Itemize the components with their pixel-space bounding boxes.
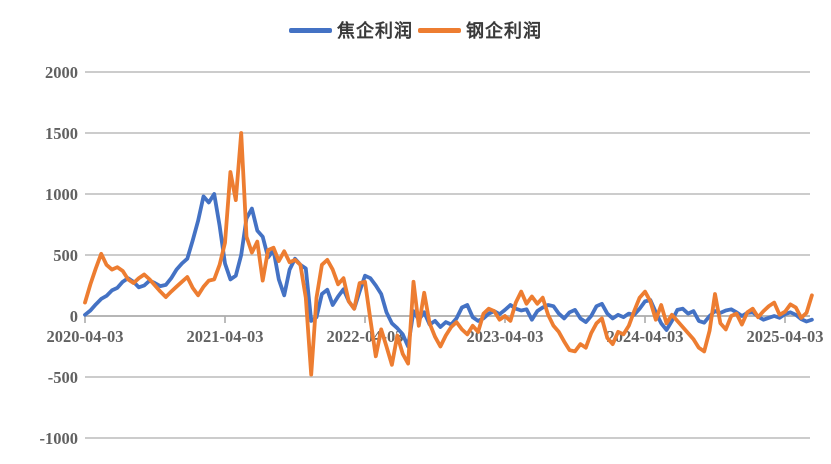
steel-profit-series-line (83, 131, 814, 377)
steel-profit-line-swatch (418, 27, 461, 33)
y-axis-label: 2000 (45, 63, 78, 82)
x-axis-label: 2022-04-03 (327, 327, 404, 346)
chart-legend: 焦企利润 钢企利润 (0, 17, 831, 43)
x-axis-label: 2021-04-03 (187, 327, 264, 346)
coke-profit-line-swatch (289, 27, 332, 33)
coke-profit-series-line (83, 192, 814, 349)
x-axis-label: 2020-04-03 (47, 327, 124, 346)
legend-item-steel-profit[interactable]: 钢企利润 (418, 17, 542, 43)
coke-profit-legend-label: 焦企利润 (337, 21, 413, 41)
y-axis-label: -1000 (40, 429, 79, 448)
steel-profit-legend-label: 钢企利润 (466, 21, 542, 41)
x-axis-label: 2023-04-03 (467, 327, 544, 346)
y-axis-label: 1500 (45, 124, 78, 143)
y-axis-label: -500 (48, 368, 78, 387)
legend-item-coke-profit[interactable]: 焦企利润 (289, 17, 413, 43)
y-axis-label: 0 (70, 307, 78, 326)
y-axis-label: 500 (53, 246, 78, 265)
x-axis-label: 2025-04-03 (747, 327, 824, 346)
y-axis-label: 1000 (45, 185, 78, 204)
